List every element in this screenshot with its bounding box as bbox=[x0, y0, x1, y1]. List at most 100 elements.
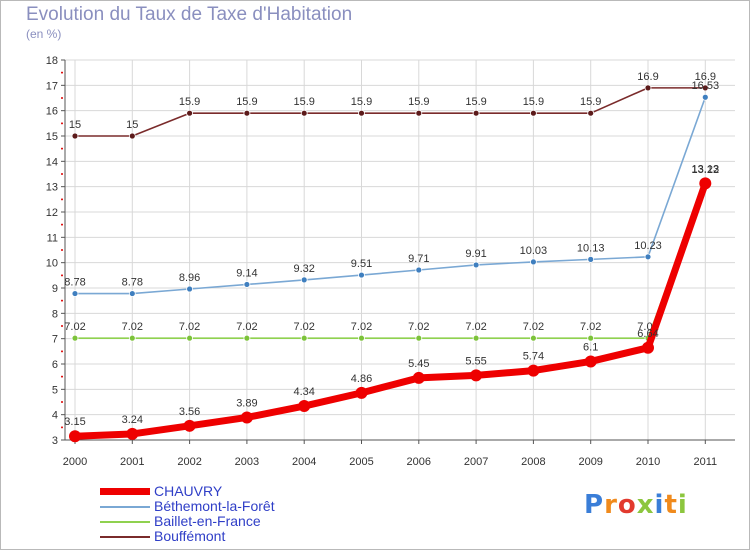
y-minor-tick bbox=[61, 223, 63, 226]
chart-subtitle: (en %) bbox=[26, 27, 62, 41]
data-label-baillet-en-france: 7.02 bbox=[236, 321, 257, 333]
data-label-chauvry: 6.64 bbox=[637, 328, 658, 340]
y-tick-label: 15 bbox=[46, 131, 58, 143]
chart-title: Evolution du Taux de Taxe d'Habitation bbox=[26, 4, 353, 25]
y-tick-label: 13 bbox=[46, 182, 58, 194]
legend-label-chauvry: CHAUVRY bbox=[154, 483, 223, 499]
series-line-b-themont-la-for-t bbox=[74, 96, 707, 295]
data-label-chauvry: 13.13 bbox=[692, 163, 720, 175]
data-point-bouff-mont bbox=[701, 84, 709, 92]
data-label-b-themont-la-for-t: 9.14 bbox=[236, 267, 257, 279]
y-minor-tick bbox=[61, 401, 63, 403]
data-point-chauvry bbox=[69, 430, 81, 443]
data-label-b-themont-la-for-t: 9.91 bbox=[465, 248, 486, 260]
data-label-b-themont-la-for-t: 9.51 bbox=[351, 258, 372, 270]
x-tick-label: 2010 bbox=[636, 456, 660, 468]
legend-item-baillet[interactable]: Baillet-en-France bbox=[100, 514, 275, 529]
data-point-baillet-en-france bbox=[358, 334, 365, 342]
y-minor-tick bbox=[61, 350, 63, 353]
data-label-baillet-en-france: 7.02 bbox=[523, 321, 544, 333]
legend-item-bouffemont[interactable]: Bouffémont bbox=[100, 529, 275, 544]
data-point-b-themont-la-for-t bbox=[701, 93, 709, 101]
data-label-b-themont-la-for-t: 8.78 bbox=[122, 277, 143, 289]
data-point-b-themont-la-for-t bbox=[71, 290, 79, 297]
legend-item-chauvry[interactable]: CHAUVRY bbox=[100, 484, 275, 499]
series-line-baillet-en-france bbox=[74, 180, 707, 339]
data-point-b-themont-la-for-t bbox=[186, 285, 194, 293]
data-point-bouff-mont bbox=[300, 109, 308, 117]
data-label-chauvry: 3.89 bbox=[236, 397, 257, 409]
data-point-chauvry bbox=[240, 411, 253, 424]
y-tick-label: 17 bbox=[46, 80, 58, 92]
y-minor-tick bbox=[61, 198, 63, 201]
data-label-bouff-mont: 15.9 bbox=[465, 96, 486, 108]
data-point-bouff-mont bbox=[186, 109, 194, 117]
x-tick-label: 2007 bbox=[464, 456, 488, 468]
y-minor-tick bbox=[61, 426, 63, 429]
y-tick-label: 10 bbox=[46, 258, 58, 270]
data-point-bouff-mont bbox=[358, 109, 365, 117]
y-tick-label: 18 bbox=[46, 55, 58, 67]
legend-label-bouffemont: Bouffémont bbox=[154, 528, 226, 544]
data-point-bouff-mont bbox=[530, 109, 537, 117]
data-point-bouff-mont bbox=[71, 132, 79, 140]
data-point-bouff-mont bbox=[472, 109, 480, 117]
logo-letter: r bbox=[604, 490, 618, 520]
data-point-b-themont-la-for-t bbox=[530, 258, 537, 266]
data-point-baillet-en-france bbox=[71, 334, 79, 342]
data-label-b-themont-la-for-t: 10.13 bbox=[577, 242, 605, 254]
data-point-baillet-en-france bbox=[243, 334, 251, 342]
data-point-b-themont-la-for-t bbox=[128, 290, 136, 297]
y-minor-tick bbox=[61, 325, 63, 327]
logo-letter: i bbox=[654, 490, 665, 520]
data-label-bouff-mont: 15.9 bbox=[179, 96, 200, 108]
data-label-chauvry: 5.74 bbox=[523, 351, 544, 363]
data-point-chauvry bbox=[527, 364, 540, 377]
data-point-baillet-en-france bbox=[186, 334, 194, 342]
data-label-chauvry: 3.24 bbox=[122, 414, 143, 426]
data-label-bouff-mont: 15.9 bbox=[408, 96, 429, 108]
plot-area bbox=[65, 60, 735, 440]
data-point-b-themont-la-for-t bbox=[415, 266, 423, 274]
data-label-chauvry: 5.45 bbox=[408, 358, 429, 370]
data-label-bouff-mont: 15 bbox=[69, 119, 81, 131]
legend-swatch-baillet bbox=[100, 520, 150, 523]
y-minor-tick bbox=[61, 375, 63, 378]
data-label-bouff-mont: 15.9 bbox=[236, 96, 257, 108]
data-point-bouff-mont bbox=[644, 84, 652, 92]
x-tick-label: 2009 bbox=[578, 456, 602, 468]
data-point-baillet-en-france bbox=[530, 334, 537, 342]
data-point-baillet-en-france bbox=[300, 334, 308, 342]
data-label-baillet-en-france: 7.02 bbox=[179, 321, 200, 333]
data-label-bouff-mont: 16.9 bbox=[695, 71, 716, 83]
data-label-bouff-mont: 15 bbox=[126, 119, 138, 131]
logo-letter: P bbox=[584, 490, 605, 520]
data-point-baillet-en-france bbox=[415, 334, 423, 342]
y-minor-tick bbox=[61, 71, 63, 74]
series-line-bouff-mont bbox=[74, 87, 707, 137]
data-label-baillet-en-france: 7.02 bbox=[580, 321, 601, 333]
data-label-baillet-en-france: 7.02 bbox=[408, 321, 429, 333]
x-tick-label: 2011 bbox=[693, 456, 717, 468]
data-point-chauvry bbox=[642, 341, 654, 354]
data-point-bouff-mont bbox=[128, 132, 136, 140]
legend-item-bethemont[interactable]: Béthemont-la-Forêt bbox=[100, 499, 275, 514]
legend-swatch-bouffemont bbox=[100, 535, 150, 538]
data-point-chauvry bbox=[355, 386, 368, 399]
data-point-bouff-mont bbox=[243, 109, 251, 117]
legend-swatch-chauvry bbox=[100, 488, 150, 495]
y-tick-label: 5 bbox=[52, 384, 58, 396]
data-point-chauvry bbox=[412, 371, 425, 384]
data-label-baillet-en-france: 7.02 bbox=[122, 321, 143, 333]
y-tick-label: 7 bbox=[52, 334, 58, 346]
data-point-b-themont-la-for-t bbox=[300, 276, 308, 284]
legend-label-baillet: Baillet-en-France bbox=[154, 513, 261, 529]
y-minor-tick bbox=[61, 274, 63, 277]
data-label-chauvry: 6.1 bbox=[583, 341, 598, 353]
y-tick-label: 16 bbox=[46, 106, 58, 118]
y-minor-tick bbox=[61, 299, 63, 302]
data-label-b-themont-la-for-t: 10.03 bbox=[520, 245, 548, 257]
y-minor-tick bbox=[61, 173, 63, 175]
logo-letter: t bbox=[664, 490, 678, 520]
x-tick-label: 2004 bbox=[292, 456, 316, 468]
